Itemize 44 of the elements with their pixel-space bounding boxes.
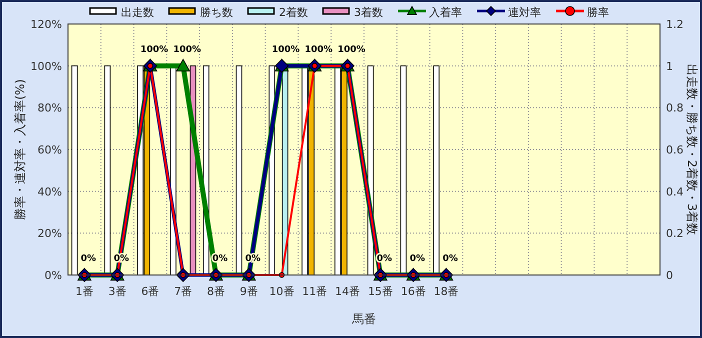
data-label: 100% (140, 44, 168, 55)
data-label: 100% (173, 44, 202, 55)
data-label: 0% (442, 254, 458, 264)
y-axis-title: 勝率・連対率・入着率(%) (13, 79, 27, 220)
x-axis-title: 馬番 (351, 312, 376, 326)
data-label: 100% (304, 44, 333, 55)
y-tick-label: 60% (38, 144, 62, 156)
legend-label: 連対率 (508, 6, 541, 19)
y2-tick-label: 1.2 (666, 18, 684, 31)
data-label: 0% (410, 254, 425, 264)
y-tick-label: 120% (30, 18, 62, 31)
y2-tick-label: 0.6 (666, 144, 684, 156)
y-tick-label: 40% (38, 185, 62, 198)
legend-label: 3着数 (354, 6, 383, 19)
x-tick-label: 14番 (335, 285, 360, 298)
x-tick-label: 15番 (368, 285, 393, 298)
legend-label: 入着率 (429, 6, 462, 19)
y2-axis-title: 出走数・勝ち数・2着数・3着数 (685, 64, 699, 236)
y-tick-label: 100% (30, 60, 62, 73)
x-tick-label: 7番 (174, 285, 192, 298)
x-tick-label: 3番 (108, 285, 126, 298)
legend-label: 出走数 (121, 6, 154, 19)
x-tick-label: 18番 (434, 285, 459, 298)
x-tick-label: 16番 (400, 285, 426, 298)
data-label: 100% (338, 44, 366, 55)
y-tick-label: 0% (44, 269, 62, 282)
y2-tick-label: 0 (666, 269, 673, 282)
x-tick-label: 9番 (240, 285, 258, 298)
legend-label: 勝率 (587, 6, 609, 19)
y2-tick-label: 0.4 (666, 185, 684, 198)
x-tick-label: 11番 (302, 285, 328, 298)
y2-tick-label: 1 (666, 60, 673, 73)
y-tick-label: 80% (38, 102, 62, 115)
y2-tick-label: 0.8 (666, 102, 684, 115)
data-label: 100% (272, 44, 300, 55)
x-tick-label: 8番 (207, 285, 225, 298)
data-label: 0% (80, 254, 96, 264)
legend-label: 2着数 (279, 6, 308, 19)
legend-label: 勝ち数 (200, 6, 233, 19)
y-tick-label: 20% (38, 227, 62, 240)
x-tick-label: 1番 (75, 285, 94, 298)
x-tick-label: 10番 (269, 285, 294, 298)
y2-tick-label: 0.2 (666, 227, 684, 240)
x-tick-label: 6番 (141, 285, 160, 298)
